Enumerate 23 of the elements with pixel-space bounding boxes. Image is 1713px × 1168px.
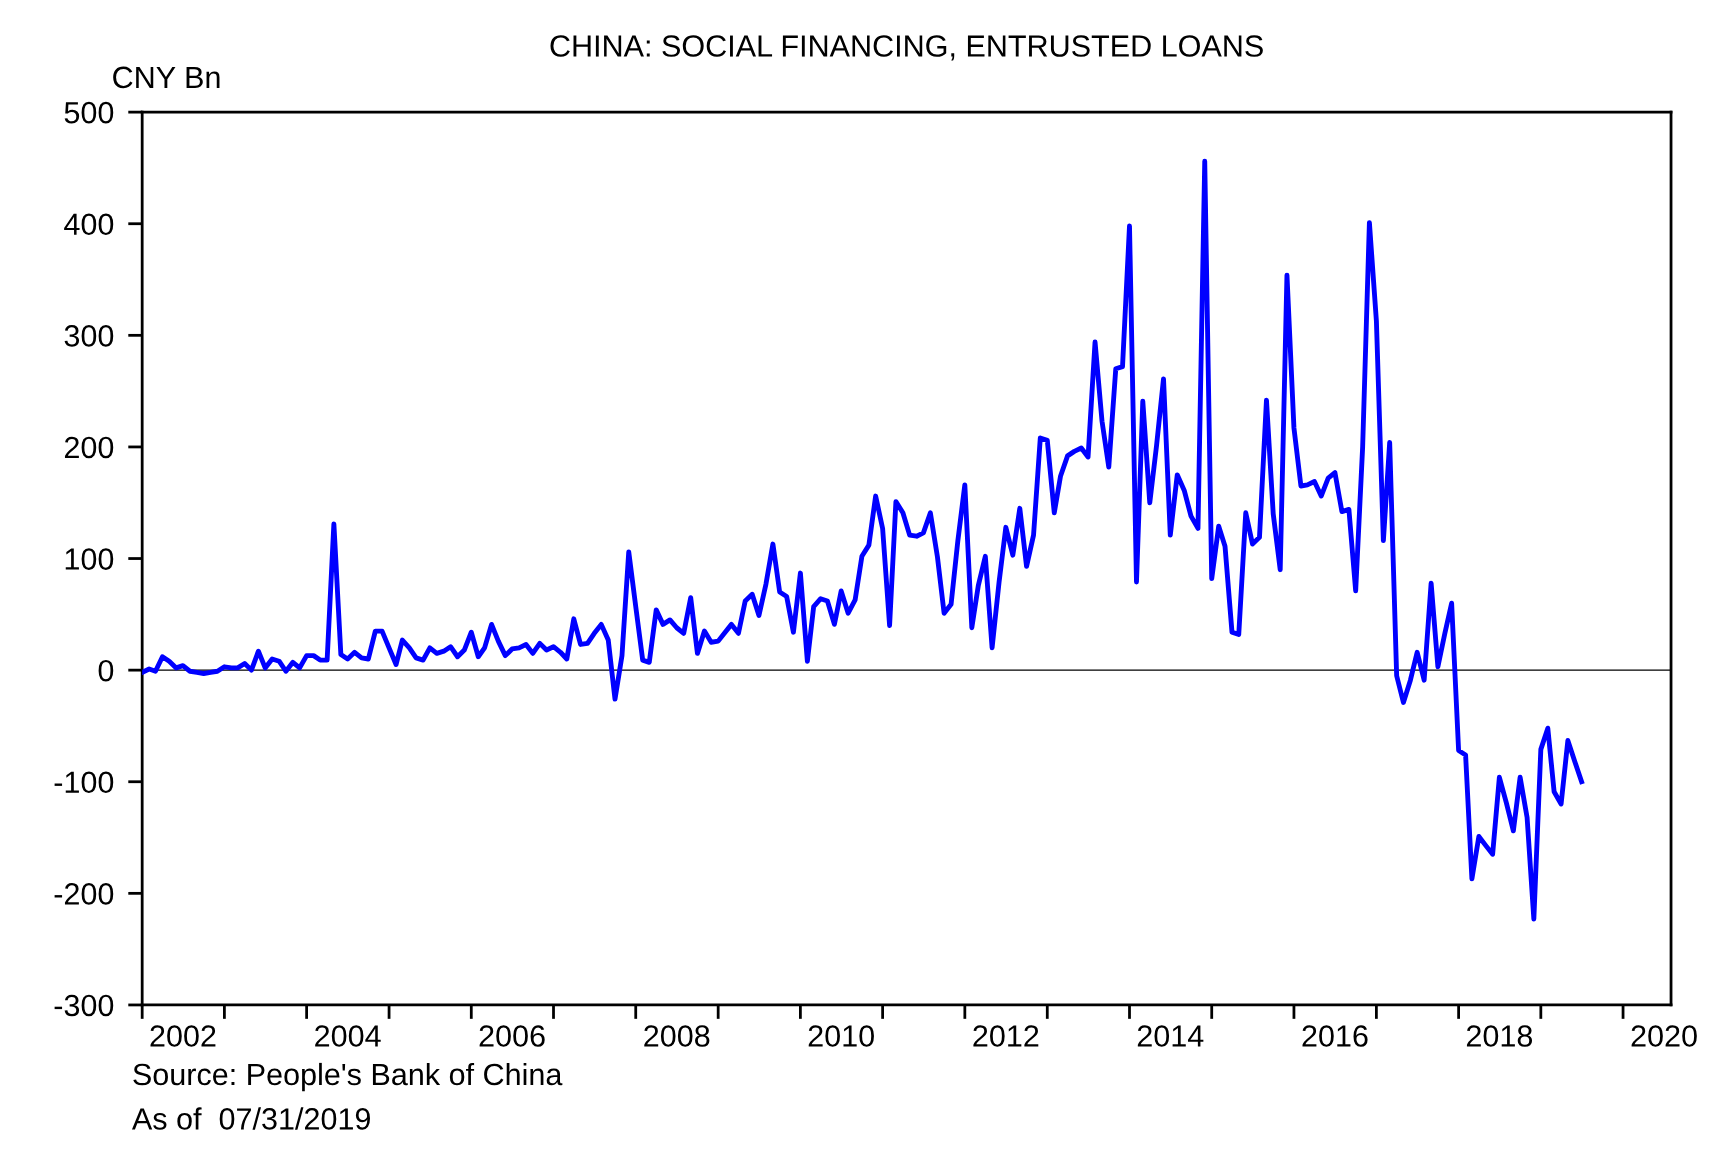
x-tick-label: 2004 bbox=[315, 1025, 381, 1047]
x-tick-label: 2002 bbox=[150, 1025, 216, 1047]
y-tick-label: 200 bbox=[64, 436, 114, 459]
x-tick-label: 2014 bbox=[1137, 1025, 1204, 1047]
x-tick-label: 2010 bbox=[808, 1025, 874, 1047]
y-axis-title: CNY Bn bbox=[113, 66, 220, 89]
y-tick-label: -300 bbox=[54, 994, 114, 1017]
x-tick-label: 2012 bbox=[973, 1025, 1039, 1047]
chart-title: CHINA: SOCIAL FINANCING, ENTRUSTED LOANS bbox=[550, 35, 1263, 61]
y-tick-label: 100 bbox=[65, 548, 114, 570]
y-tick-label: -100 bbox=[54, 771, 114, 794]
y-tick-label: -200 bbox=[54, 883, 114, 905]
y-tick-label: 300 bbox=[64, 325, 114, 347]
y-tick-label: 500 bbox=[64, 101, 114, 124]
x-tick-label: 2018 bbox=[1466, 1025, 1533, 1047]
x-tick-label: 2016 bbox=[1302, 1025, 1368, 1047]
source-note: Source: People's Bank of China bbox=[133, 1062, 563, 1092]
x-tick-label: 2008 bbox=[644, 1025, 710, 1047]
text: As of 07/31/2019 bbox=[131, 1107, 370, 1130]
y-tick-label: 400 bbox=[64, 213, 114, 236]
x-tick-label: 2006 bbox=[479, 1025, 545, 1047]
x-tick-label: 2020 bbox=[1631, 1025, 1697, 1047]
y-tick-label: 0 bbox=[98, 659, 114, 682]
